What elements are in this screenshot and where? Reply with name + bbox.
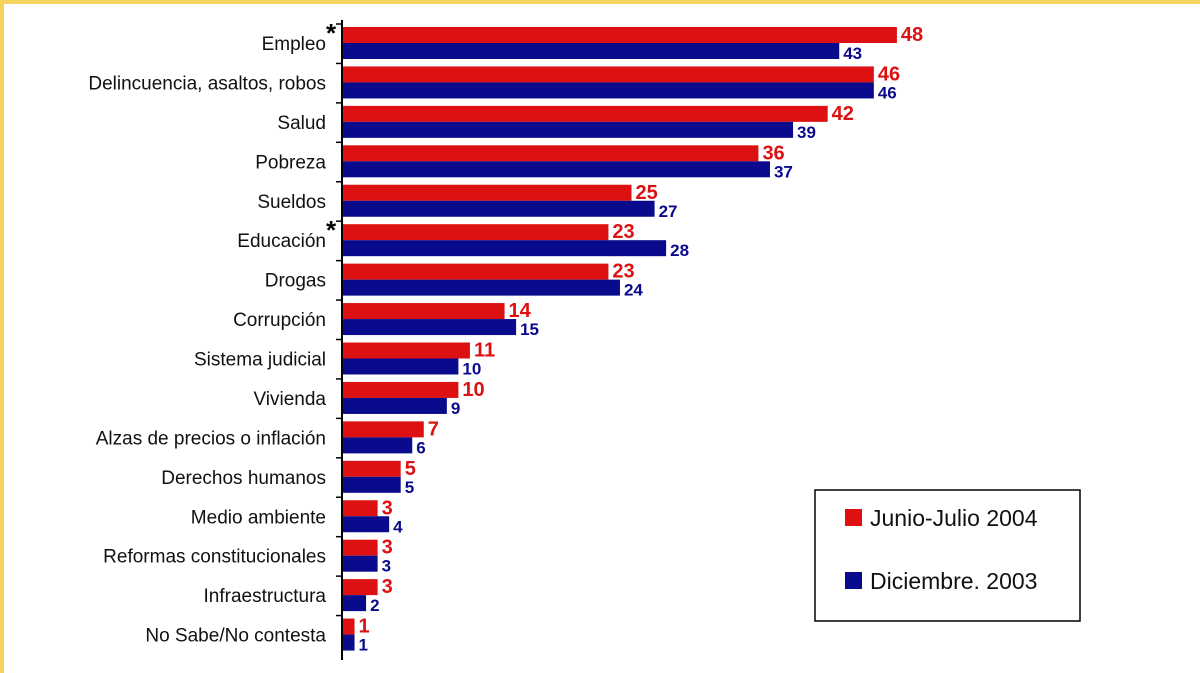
data-label: 28 (670, 241, 689, 260)
bar-junio-julio-2004 (343, 224, 609, 241)
bar-diciembre-2003 (343, 82, 874, 99)
data-label: 7 (428, 418, 439, 440)
bar-diciembre-2003 (343, 200, 655, 217)
category-label: No Sabe/No contesta (145, 626, 326, 647)
bars-layer (336, 20, 897, 660)
bar-junio-julio-2004 (343, 27, 897, 43)
data-label: 43 (843, 44, 862, 63)
data-label: 37 (774, 162, 793, 181)
bar-junio-julio-2004 (343, 500, 378, 517)
data-label: 15 (520, 320, 539, 339)
category-label: Empleo (262, 34, 326, 55)
data-label: 46 (878, 83, 897, 102)
category-label: Educación (237, 231, 326, 252)
bar-junio-julio-2004 (343, 184, 632, 201)
category-asterisk: * (326, 215, 337, 245)
data-label: 1 (359, 636, 368, 655)
bar-junio-julio-2004 (343, 539, 378, 556)
bar-junio-julio-2004 (343, 66, 874, 83)
category-label: Infraestructura (204, 586, 327, 607)
category-label: Vivienda (253, 389, 326, 410)
legend: Junio-Julio 2004 Diciembre. 2003 (814, 489, 1081, 622)
data-label: 4 (393, 517, 403, 536)
bar-diciembre-2003 (343, 476, 401, 493)
bar-diciembre-2003 (343, 397, 447, 414)
bar-diciembre-2003 (343, 358, 459, 375)
bar-diciembre-2003 (343, 279, 620, 296)
category-label: Medio ambiente (191, 507, 326, 528)
data-label: 3 (382, 497, 393, 519)
data-label: 10 (462, 360, 481, 379)
data-label: 42 (832, 103, 854, 125)
bar-junio-julio-2004 (343, 618, 355, 635)
data-label: 3 (382, 557, 391, 576)
top-border (0, 0, 1200, 4)
data-label: 36 (762, 142, 784, 164)
data-label: 48 (901, 24, 923, 46)
data-label: 5 (405, 478, 414, 497)
legend-label: Diciembre. 2003 (870, 568, 1037, 594)
data-label: 3 (382, 537, 393, 559)
bar-junio-julio-2004 (343, 263, 609, 280)
bar-junio-julio-2004 (343, 381, 459, 398)
data-label: 23 (612, 261, 634, 283)
bar-diciembre-2003 (343, 161, 770, 178)
category-label: Alzas de precios o inflación (96, 428, 326, 449)
data-label: 27 (659, 202, 678, 221)
data-label: 46 (878, 63, 900, 85)
category-label: Sueldos (257, 192, 326, 213)
bar-junio-julio-2004 (343, 145, 759, 162)
bar-diciembre-2003 (343, 240, 667, 257)
data-label: 2 (370, 596, 379, 615)
data-label: 24 (624, 281, 643, 300)
category-label: Reformas constitucionales (103, 547, 326, 568)
category-label: Derechos humanos (161, 468, 326, 489)
bar-diciembre-2003 (343, 121, 794, 138)
data-label: 23 (612, 221, 634, 243)
bar-diciembre-2003 (343, 555, 378, 572)
left-border (0, 0, 4, 673)
bar-junio-julio-2004 (343, 421, 424, 438)
data-label: 10 (462, 379, 484, 401)
bar-diciembre-2003 (343, 319, 517, 336)
bar-diciembre-2003 (343, 595, 367, 612)
bar-diciembre-2003 (343, 634, 355, 651)
data-label: 1 (359, 616, 370, 638)
category-asterisk: * (326, 18, 337, 48)
bar-diciembre-2003 (343, 43, 840, 59)
bar-diciembre-2003 (343, 437, 413, 454)
bar-junio-julio-2004 (343, 303, 505, 320)
data-label: 39 (797, 123, 816, 142)
data-label: 3 (382, 576, 393, 598)
bar-diciembre-2003 (343, 516, 390, 533)
data-label: 11 (474, 340, 495, 362)
legend-swatch (845, 572, 862, 589)
bar-junio-julio-2004 (343, 342, 470, 359)
data-label: 25 (636, 182, 658, 204)
data-label: 6 (416, 438, 425, 457)
data-label: 14 (509, 300, 532, 322)
category-label: Pobreza (255, 152, 326, 173)
bar-junio-julio-2004 (343, 105, 828, 122)
bar-junio-julio-2004 (343, 460, 401, 477)
legend-swatch (845, 509, 862, 526)
category-label: Corrupción (233, 310, 326, 331)
data-label: 5 (405, 458, 416, 480)
category-label: Delincuencia, asaltos, robos (88, 73, 326, 94)
legend-label: Junio-Julio 2004 (870, 505, 1038, 531)
category-label: Sistema judicial (194, 350, 326, 371)
category-label: Drogas (265, 271, 326, 292)
bar-junio-julio-2004 (343, 579, 378, 596)
category-label: Salud (277, 113, 326, 134)
data-label: 9 (451, 399, 460, 418)
